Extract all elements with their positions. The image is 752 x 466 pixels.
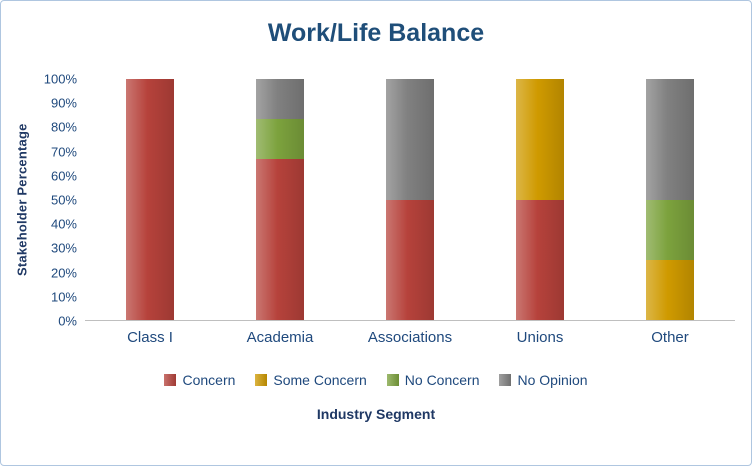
bar-column-other [605,79,735,320]
bar-segment-no-opinion [646,79,694,200]
legend-label: Concern [182,372,236,388]
y-tick-label: 40% [50,216,77,232]
y-axis-title: Stakeholder Percentage [14,123,30,277]
bar-segment-some-concern [646,259,694,320]
bar-segment-concern [386,199,434,320]
legend: Concern Some Concern No Concern No Opinion [1,372,751,388]
bar-segment-concern [516,199,564,320]
stacked-bar-academia [256,79,304,320]
y-tick-label: 70% [50,144,77,160]
legend-label: No Concern [404,372,480,388]
plot-area [85,79,735,321]
bar-segment-concern [126,79,174,320]
stacked-bar-class-i [126,79,174,320]
x-axis-title: Industry Segment [316,406,436,422]
legend-item-concern: Concern [164,372,235,388]
bar-segment-no-opinion [256,79,304,120]
y-axis-tick-labels: 0% 10% 20% 30% 40% 50% 60% 70% 80% 90% 100% [35,72,85,329]
legend-swatch-some-concern [255,374,268,386]
x-category-label-associations: Associations [367,329,453,346]
y-tick-label: 60% [50,168,77,184]
y-tick-label: 0% [58,313,77,329]
bar-column-academia [215,79,345,320]
legend-label: No Opinion [517,372,588,388]
y-tick-label: 30% [50,240,77,256]
legend-swatch-concern [164,374,177,386]
bar-segment-some-concern [516,79,564,200]
y-tick-label: 20% [50,265,77,281]
legend-swatch-no-opinion [499,374,512,386]
y-tick-label: 100% [43,71,77,87]
x-category-label-unions: Unions [516,329,564,346]
x-axis-category-labels: Class I Academia Associations Unions Other [85,329,735,346]
bar-segment-no-opinion [386,79,434,200]
legend-item-no-concern: No Concern [386,372,480,388]
bar-column-unions [475,79,605,320]
stacked-bar-other [646,79,694,320]
x-category-label-class-i: Class I [127,329,173,346]
bar-segment-no-concern [646,199,694,260]
chart-title: Work/Life Balance [267,19,485,47]
stacked-bar-associations [386,79,434,320]
legend-item-no-opinion: No Opinion [499,372,588,388]
bar-column-associations [345,79,475,320]
bar-segment-concern [256,159,304,320]
y-tick-label: 10% [50,289,77,305]
x-category-label-academia: Academia [246,329,314,346]
chart-area: Stakeholder Percentage 0% 10% 20% 30% 40% 50%… [1,72,751,346]
legend-swatch-no-concern [386,374,399,386]
bar-column-class-i [85,79,215,320]
x-category-label-other: Other [651,329,689,346]
bar-segment-no-concern [256,119,304,160]
stacked-bar-unions [516,79,564,320]
y-tick-label: 50% [50,192,77,208]
y-tick-label: 80% [50,119,77,135]
legend-label: Some Concern [273,372,367,388]
legend-item-some-concern: Some Concern [255,372,367,388]
y-tick-label: 90% [50,95,77,111]
